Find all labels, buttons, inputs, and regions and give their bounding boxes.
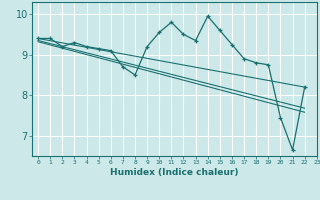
X-axis label: Humidex (Indice chaleur): Humidex (Indice chaleur) [110,168,239,177]
